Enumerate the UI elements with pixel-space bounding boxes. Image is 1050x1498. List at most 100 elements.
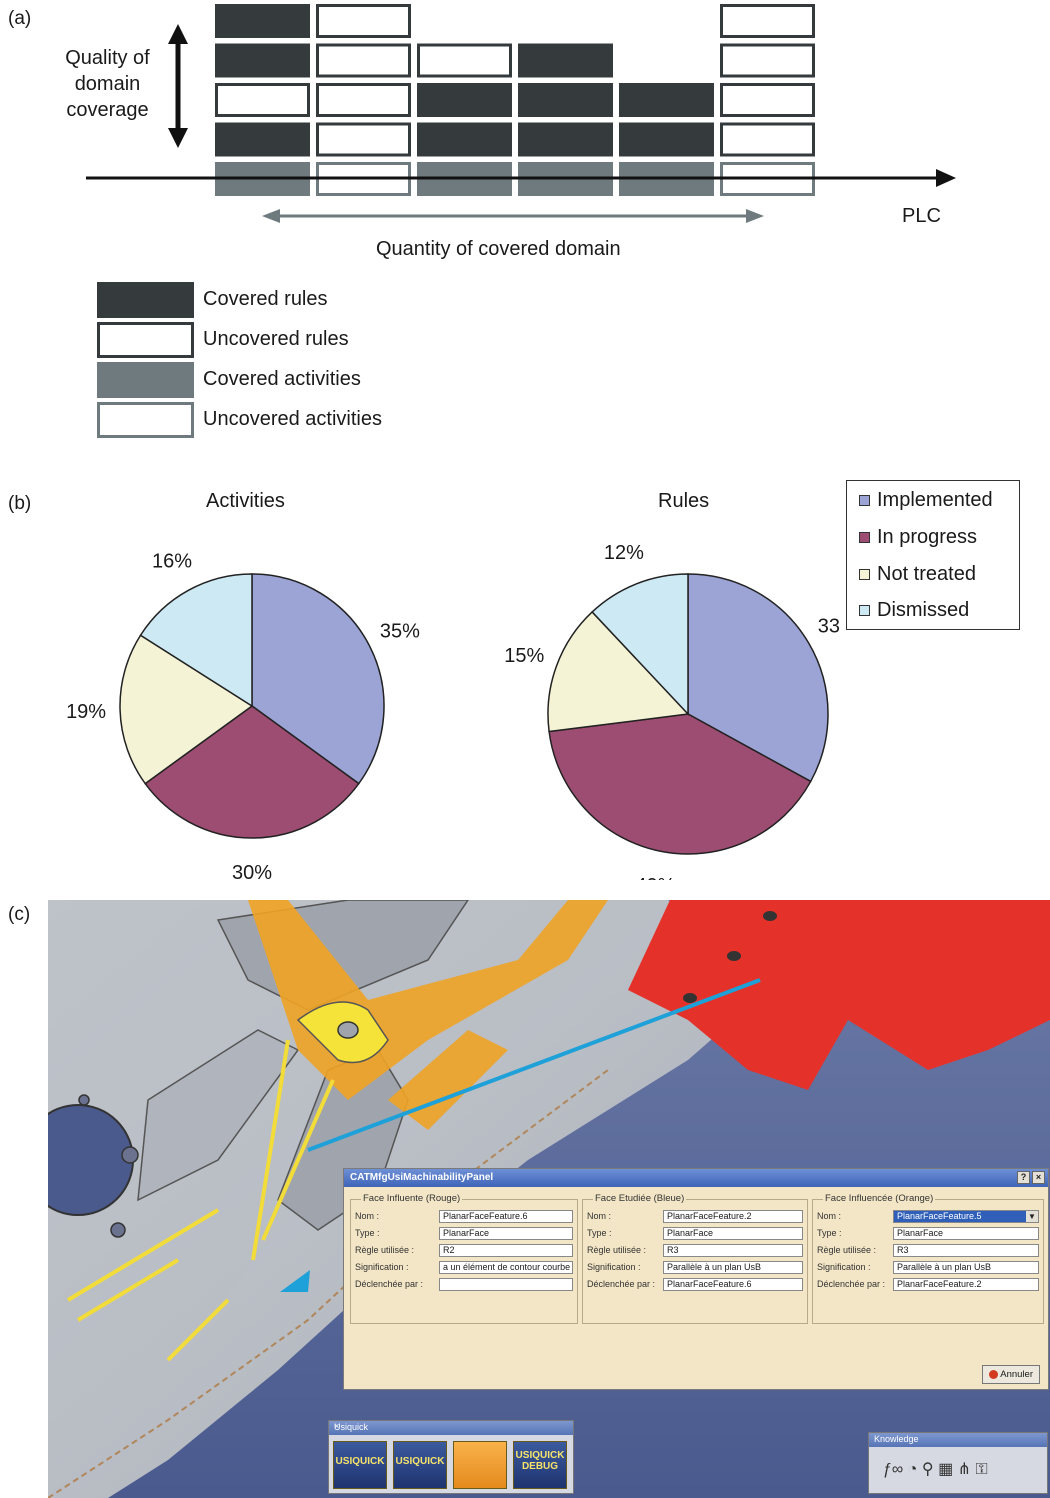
usiquick-analysis-button[interactable] [453,1441,507,1489]
usiquick-toolbar-title-text: Usiquick [334,1422,369,1432]
fog-icon[interactable]: ƒ∞ [883,1461,904,1478]
knowledge-toolbar-title-text: Knowledge [874,1434,919,1444]
yellow-arrows [66,1039,335,1362]
dialog-group: Face Etudiée (Bleue) Nom : PlanarFaceFeatu… [582,1193,808,1324]
cancel-button[interactable]: Annuler [982,1365,1040,1384]
dialog-group-title: Face Influencée (Orange) [823,1193,936,1204]
coverage-diagram [86,4,956,223]
usiquick-debug-button[interactable]: USIQUICK DEBUG [513,1441,567,1489]
coverage-blocks [215,4,815,196]
field-label: Nom : [355,1211,380,1221]
quantity-arrow [262,209,764,223]
field-value[interactable]: PlanarFace [663,1227,803,1240]
rule-block-covered [619,83,714,117]
pie-legend: Implemented In progress Not treated Dism… [846,480,1020,630]
usiquick-button-label: USIQUICK [395,1456,445,1467]
cancel-label: Annuler [1000,1369,1033,1380]
field-value[interactable] [439,1278,573,1291]
field-label: Nom : [817,1211,842,1221]
field-label: Signification : [355,1262,409,1272]
usiquick-view-button[interactable]: USIQUICK [393,1441,447,1489]
covered-activities-swatch [97,362,194,398]
comment-icon[interactable]: ◔ [907,1461,918,1478]
legend-label: Covered activities [203,368,361,390]
pie-data-label: 16% [152,551,192,573]
usiquick-button[interactable]: USIQUICK [333,1441,387,1489]
dismissed-swatch [859,605,870,616]
rule-block-covered [215,4,310,38]
pie-slice-dismissed [591,573,689,716]
field-value[interactable]: a un élément de contour courbe [439,1261,573,1274]
field-value[interactable]: PlanarFaceFeature.2 [663,1210,803,1223]
not-treated-swatch [859,569,870,580]
dialog-row: Signification : a un élément de contour c… [355,1261,573,1275]
panel-c-label: (c) [8,904,31,925]
legend-label: Uncovered rules [203,328,349,350]
field-label: Règle utilisée : [817,1245,877,1255]
dialog-row: Déclenchée par : [355,1278,573,1292]
field-value[interactable]: PlanarFaceFeature.2 [893,1278,1039,1291]
rule-block-covered [518,83,613,117]
pie-slice-implemented [251,573,385,785]
pie-data-label: 30% [232,862,272,880]
field-value[interactable]: R2 [439,1244,573,1257]
dialog-row: Règle utilisée : R3 [587,1244,803,1258]
pie-legend-label: Dismissed [877,599,970,621]
dialog-row: Nom : PlanarFaceFeature.6 [355,1210,573,1224]
help-button[interactable]: ? [1017,1171,1030,1184]
rule-block-covered [518,43,613,78]
rule-block-covered [215,122,310,157]
activities-chart-title: Activities [206,490,285,512]
field-value[interactable]: R3 [663,1244,803,1257]
dialog-row: Nom : PlanarFaceFeature.5 ▼ [817,1210,1039,1224]
field-value[interactable]: Parallèle à un plan UsB [663,1261,803,1274]
field-label: Type : [587,1228,612,1238]
relations-icon[interactable]: ⋔ [957,1461,972,1478]
field-value[interactable]: Parallèle à un plan UsB [893,1261,1039,1274]
dialog-group: Face Influencée (Orange) Nom : PlanarFaceF… [812,1193,1044,1324]
name-dropdown[interactable]: PlanarFaceFeature.5 ▼ [893,1210,1039,1223]
field-value[interactable]: PlanarFaceFeature.6 [663,1278,803,1291]
dialog-row: Type : PlanarFace [587,1227,803,1241]
dialog-row: Type : PlanarFace [817,1227,1039,1241]
dialog-row: Signification : Parallèle à un plan UsB [587,1261,803,1275]
usiquick-button-label: USIQUICK [335,1456,385,1467]
chevron-down-icon[interactable]: ▼ [1026,1211,1038,1222]
pie-data-label: 12% [604,542,644,564]
light-icon[interactable]: ⚲ [921,1461,934,1478]
hole [110,1222,126,1238]
field-label: Nom : [587,1211,612,1221]
close-button[interactable]: × [1032,1171,1045,1184]
field-label: Déclenchée par : [587,1279,656,1289]
pocket [137,1029,300,1202]
field-value[interactable]: PlanarFace [893,1227,1039,1240]
rule-block-covered [417,83,512,117]
close-icon[interactable]: × [334,1421,340,1431]
dialog-title-bar: CATMfgUsiMachinabilityPanel ? × [344,1169,1048,1187]
knowledge-icons: ƒ∞ ◔ ⚲ ▦ ⋔ ⚿ [883,1459,988,1479]
dialog-row: Déclenchée par : PlanarFaceFeature.2 [817,1278,1039,1292]
rule-block-uncovered [215,83,310,117]
uncovered-activities-swatch [97,402,194,438]
blue-arrow [280,978,761,1292]
dialog-row: Type : PlanarFace [355,1227,573,1241]
field-value[interactable]: PlanarFaceFeature.6 [439,1210,573,1223]
lock-icon[interactable]: ⚿ [975,1461,988,1478]
rule-block-uncovered [720,83,815,117]
field-value[interactable]: PlanarFace [439,1227,573,1240]
field-value[interactable]: R3 [893,1244,1039,1257]
pie-legend-label: In progress [877,526,978,548]
red-face [628,900,1050,1090]
field-label: Règle utilisée : [587,1245,647,1255]
rule-block-covered [518,122,613,157]
dialog-row: Règle utilisée : R3 [817,1244,1039,1258]
rule-block-uncovered [720,4,815,38]
usiquick-toolbar: Usiquick × USIQUICK USIQUICK USIQUICK DE… [328,1420,574,1494]
dialog-title: CATMfgUsiMachinabilityPanel [350,1172,494,1183]
table-icon[interactable]: ▦ [938,1461,954,1478]
dialog-group-title: Face Influente (Rouge) [361,1193,463,1204]
quality-axis-label: Quality of domain coverage [60,45,155,123]
pie-data-label: 19% [66,701,106,723]
implemented-swatch [859,495,870,506]
dialog-group: Face Influente (Rouge) Nom : PlanarFaceFea… [350,1193,578,1324]
